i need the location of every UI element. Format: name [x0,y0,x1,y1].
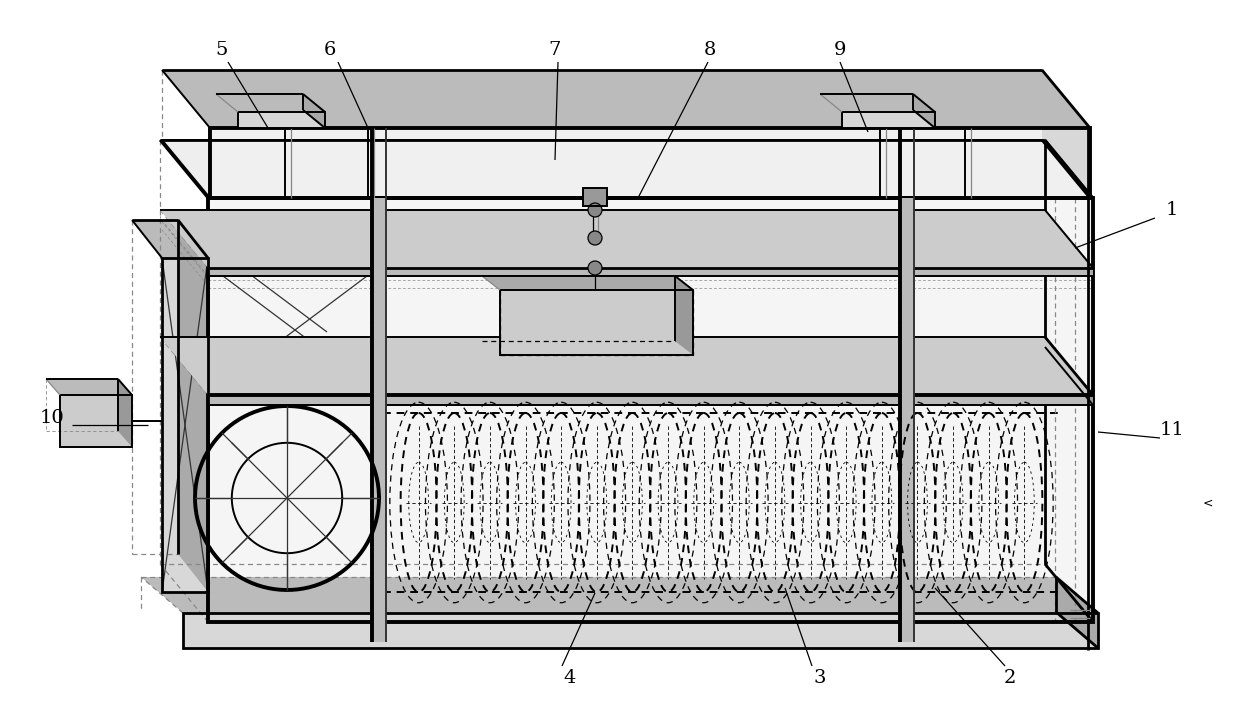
Polygon shape [238,112,325,128]
Polygon shape [675,276,693,355]
Polygon shape [179,220,208,592]
Polygon shape [160,140,1092,198]
Polygon shape [1045,210,1092,276]
Text: 8: 8 [704,41,717,59]
Polygon shape [46,379,131,395]
Circle shape [588,261,601,275]
Polygon shape [208,198,1092,622]
Polygon shape [160,337,1092,395]
Polygon shape [60,395,131,447]
Polygon shape [913,94,935,128]
Circle shape [588,231,601,245]
Text: 10: 10 [40,409,64,427]
Polygon shape [372,198,386,642]
Polygon shape [208,268,1092,276]
Text: <: < [1203,497,1213,510]
Text: 3: 3 [813,669,826,687]
Text: 11: 11 [1159,421,1184,439]
Polygon shape [1042,70,1090,198]
Text: 5: 5 [216,41,228,59]
Polygon shape [131,220,208,258]
Polygon shape [500,290,693,355]
Circle shape [588,203,601,217]
Polygon shape [118,379,131,447]
Polygon shape [141,577,1097,613]
Polygon shape [162,258,208,592]
Polygon shape [1045,337,1092,405]
Text: 1: 1 [1166,201,1178,219]
Polygon shape [820,94,935,112]
Polygon shape [842,112,935,128]
Text: 6: 6 [324,41,336,59]
Text: 9: 9 [833,41,846,59]
Polygon shape [210,128,1090,198]
Polygon shape [160,210,1092,268]
Polygon shape [482,276,693,290]
Text: 2: 2 [1004,669,1017,687]
Polygon shape [303,94,325,128]
Polygon shape [184,613,1097,648]
Text: 7: 7 [549,41,562,59]
Text: 4: 4 [564,669,577,687]
Polygon shape [1045,140,1092,622]
Polygon shape [216,94,325,112]
Polygon shape [162,70,1090,128]
Polygon shape [583,188,608,206]
Polygon shape [1056,577,1097,648]
Polygon shape [900,198,914,642]
Polygon shape [208,395,1092,405]
